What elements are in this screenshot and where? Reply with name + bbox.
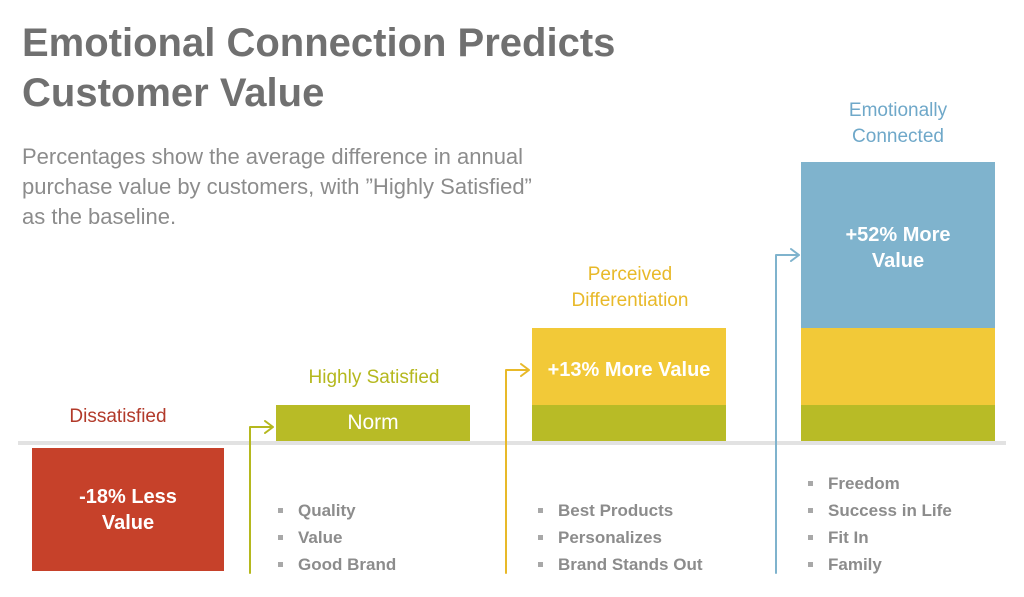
list-item-label: Freedom [828, 474, 900, 493]
bar-text-norm: Norm [347, 411, 399, 434]
list-item: Brand Stands Out [536, 551, 703, 578]
subtitle-line-1: Percentages show the average difference … [22, 144, 524, 169]
label-emotionally-connected-line-2: Connected [852, 126, 944, 147]
list-item: Personalizes [536, 524, 703, 551]
label-perceived-differentiation-line-1: Perceived [587, 264, 673, 285]
list-item-label: Value [298, 528, 343, 547]
list-item-label: Brand Stands Out [558, 555, 703, 574]
bullet-icon [538, 535, 543, 540]
bar-perceived-differentiation: +13% More Value [532, 328, 726, 441]
bar-dissatisfied: -18% Less Value [32, 448, 224, 571]
bar-text-dissatisfied: -18% Less Value [32, 484, 224, 536]
list-item: Good Brand [276, 551, 396, 578]
arrow-to-satisfied [249, 420, 274, 574]
title-line-2: Customer Value [22, 71, 325, 115]
list-item: Best Products [536, 497, 703, 524]
label-dissatisfied: Dissatisfied [69, 406, 167, 427]
bullet-icon [808, 562, 813, 567]
bar-highly-satisfied: Norm [276, 405, 470, 441]
bar-text-connected-line-1: +52% More [845, 224, 951, 246]
title-line-1: Emotional Connection Predicts [22, 21, 616, 65]
list-item-label: Good Brand [298, 555, 397, 574]
bar-segment-satisfied-base [801, 405, 995, 441]
bar-segment-differentiation [532, 328, 726, 405]
drivers-list-connected: Freedom Success in Life Fit In Family [806, 470, 952, 578]
arrow-to-differentiation [505, 363, 530, 574]
bullet-icon [278, 535, 283, 540]
bar-segment-satisfied-base [532, 405, 726, 441]
bar-segment-connected [801, 162, 995, 328]
list-item-label: Best Products [558, 501, 674, 520]
label-highly-satisfied: Highly Satisfied [308, 367, 440, 388]
list-item: Family [806, 551, 952, 578]
list-item: Value [276, 524, 396, 551]
drivers-list-differentiation: Best Products Personalizes Brand Stands … [536, 497, 703, 578]
bar-emotionally-connected: +52% More Value [801, 162, 995, 441]
bar-text-differentiation: +13% More Value [547, 359, 711, 381]
label-emotionally-connected: Emotionally Connected [800, 98, 996, 150]
bullet-icon [808, 535, 813, 540]
list-item-label: Family [828, 555, 882, 574]
bullet-icon [278, 562, 283, 567]
list-item: Freedom [806, 470, 952, 497]
bar-text-connected: +52% More Value [801, 222, 995, 274]
label-emotionally-connected-line-1: Emotionally [848, 100, 948, 121]
drivers-list-satisfied: Quality Value Good Brand [276, 497, 396, 578]
label-perceived-differentiation: Perceived Differentiation [532, 262, 728, 314]
subtitle-line-2: purchase value by customers, with ”Highl… [22, 174, 532, 199]
bar-text-dissatisfied-line-1: -18% Less [79, 486, 177, 508]
bar-segment-differentiation-base [801, 328, 995, 405]
list-item: Fit In [806, 524, 952, 551]
list-item-label: Quality [298, 501, 356, 520]
list-item-label: Fit In [828, 528, 869, 547]
bullet-icon [808, 481, 813, 486]
bullet-icon [538, 562, 543, 567]
list-item: Success in Life [806, 497, 952, 524]
list-item-label: Personalizes [558, 528, 662, 547]
arrow-to-connected [775, 248, 800, 574]
bullet-icon [538, 508, 543, 513]
list-item: Quality [276, 497, 396, 524]
bullet-icon [808, 508, 813, 513]
subtitle: Percentages show the average difference … [22, 142, 642, 232]
baseline-axis [18, 441, 1006, 445]
bar-text-dissatisfied-line-2: Value [101, 512, 155, 534]
bullet-icon [278, 508, 283, 513]
subtitle-line-3: as the baseline. [22, 204, 177, 229]
bar-text-connected-line-2: Value [871, 250, 925, 272]
page-title: Emotional Connection Predicts Customer V… [22, 18, 742, 118]
label-perceived-differentiation-line-2: Differentiation [571, 290, 689, 311]
list-item-label: Success in Life [828, 501, 952, 520]
